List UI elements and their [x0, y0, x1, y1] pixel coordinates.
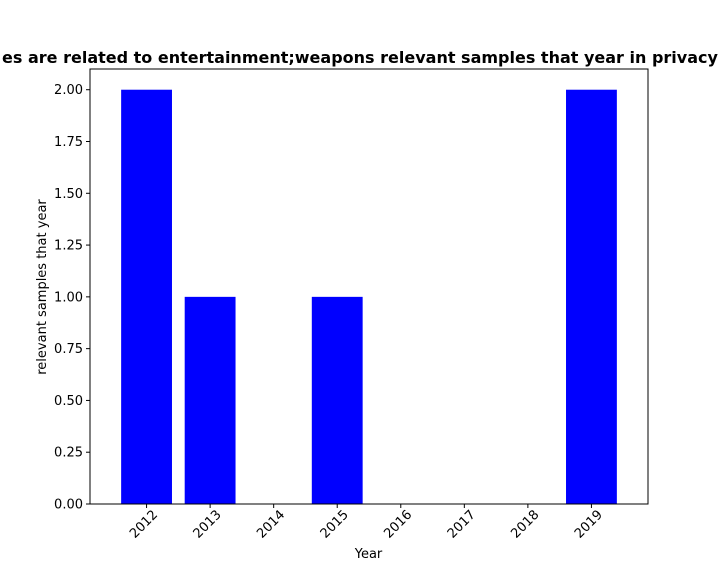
y-axis: 0.00 0.25 0.50 0.75 1.00 1.25 1.50 1.75 2.00 — [54, 83, 90, 513]
y-tick-label: 0.00 — [54, 498, 83, 513]
y-tick-label: 1.50 — [54, 187, 83, 202]
x-tick-label: 2012 — [127, 508, 161, 542]
y-axis-title: relevant samples that year — [35, 199, 50, 375]
bar-2013 — [184, 296, 236, 504]
x-tick-label: 2016 — [381, 508, 415, 542]
y-tick-label: 0.25 — [54, 446, 83, 461]
y-tick-label: 0.50 — [54, 394, 83, 409]
x-axis-title: Year — [354, 547, 383, 562]
plot-frame — [89, 68, 649, 505]
x-tick-label: 2015 — [318, 508, 352, 542]
y-tick-label: 0.75 — [54, 342, 83, 357]
x-tick-label: 2014 — [254, 508, 288, 542]
x-tick-label: 2018 — [508, 508, 542, 542]
y-tick-label: 1.75 — [54, 135, 83, 150]
y-tick-label: 2.00 — [54, 83, 83, 98]
plot-area — [121, 89, 617, 504]
x-tick-label: 2017 — [445, 508, 479, 542]
y-tick-label: 1.25 — [54, 239, 83, 254]
bar-2012 — [121, 89, 172, 504]
y-tick-label: 1.00 — [54, 290, 83, 305]
bar-2015 — [311, 296, 363, 504]
x-axis: 2012 2013 2014 2015 2016 2017 2018 2019 — [127, 504, 606, 542]
x-tick-label: 2013 — [191, 508, 225, 542]
bar-2019 — [566, 89, 617, 504]
x-tick-label: 2019 — [572, 508, 606, 542]
chart-title: es are related to entertainment;weapons … — [2, 48, 718, 67]
